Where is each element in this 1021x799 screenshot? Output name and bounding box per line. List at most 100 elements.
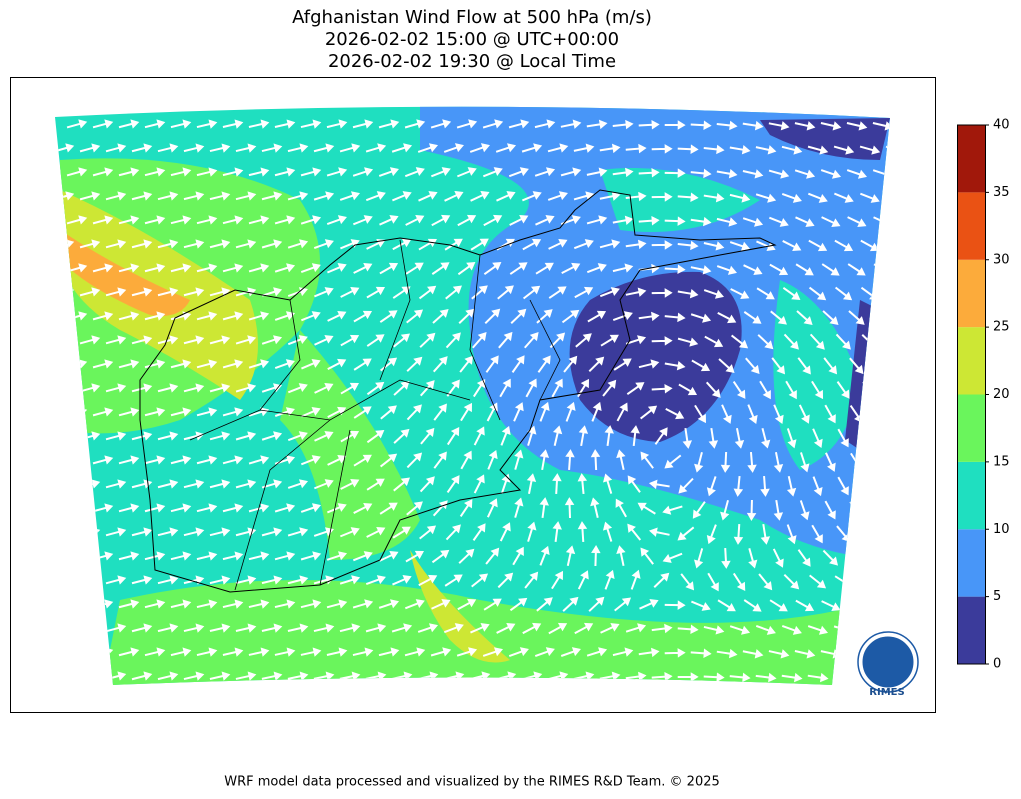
wind-arrow bbox=[366, 381, 385, 396]
wind-arrow bbox=[706, 476, 717, 497]
wind-arrow bbox=[431, 214, 451, 227]
wind-arrow bbox=[588, 596, 605, 612]
wind-arrow bbox=[209, 239, 231, 249]
wind-arrow bbox=[875, 405, 890, 423]
wind-arrow bbox=[482, 647, 504, 657]
wind-arrow bbox=[796, 310, 813, 325]
wind-arrow bbox=[393, 477, 410, 492]
wind-arrow bbox=[536, 309, 553, 324]
wind-arrow bbox=[898, 168, 918, 179]
wind-arrow bbox=[717, 599, 736, 612]
wind-arrow bbox=[768, 121, 790, 131]
wind-arrow bbox=[274, 455, 296, 465]
wind-arrow bbox=[591, 545, 601, 567]
wind-arrow bbox=[118, 599, 140, 609]
wind-arrow bbox=[886, 287, 890, 300]
wind-arrow bbox=[821, 263, 840, 276]
wind-arrow bbox=[578, 425, 589, 447]
wind-arrow bbox=[640, 547, 654, 565]
wind-arrow bbox=[682, 427, 693, 449]
wind-arrow bbox=[552, 521, 562, 543]
wind-arrow bbox=[586, 263, 607, 274]
wind-arrow bbox=[662, 552, 683, 563]
wind-arrow bbox=[511, 355, 525, 373]
wind-arrow bbox=[638, 120, 660, 130]
colorbar-tick-label: 40 bbox=[993, 118, 1010, 133]
wind-arrow bbox=[300, 263, 321, 274]
wind-arrow bbox=[444, 238, 463, 251]
wind-arrow bbox=[144, 455, 166, 465]
wind-arrow bbox=[131, 191, 153, 201]
wind-arrow bbox=[445, 524, 461, 541]
wind-arrow bbox=[55, 335, 75, 345]
wind-arrow bbox=[144, 359, 166, 369]
wind-arrow bbox=[458, 548, 475, 564]
wind-arrow bbox=[339, 191, 361, 201]
wind-arrow bbox=[508, 119, 530, 129]
wind-arrow bbox=[392, 238, 412, 251]
wind-arrow bbox=[638, 359, 660, 369]
wind-arrow bbox=[665, 407, 685, 420]
wind-arrow bbox=[562, 596, 579, 612]
wind-arrow bbox=[131, 143, 153, 153]
wind-arrow bbox=[664, 216, 686, 226]
wind-arrow bbox=[144, 551, 166, 561]
wind-arrow bbox=[587, 310, 607, 323]
wind-arrow bbox=[483, 598, 502, 611]
wind-arrow bbox=[521, 191, 542, 202]
wind-arrow bbox=[485, 547, 500, 565]
wind-arrow bbox=[654, 427, 668, 445]
colorbar-bin bbox=[957, 259, 985, 328]
wind-arrow bbox=[561, 309, 580, 324]
wind-arrow bbox=[625, 287, 647, 297]
wind-arrow bbox=[651, 288, 673, 298]
wind-arrow bbox=[118, 119, 140, 129]
wind-arrow bbox=[773, 499, 784, 521]
wind-arrow bbox=[392, 526, 411, 539]
wind-arrow bbox=[118, 263, 140, 273]
wind-arrow bbox=[66, 167, 88, 177]
wind-arrow bbox=[885, 192, 890, 203]
wind-arrow bbox=[616, 449, 626, 471]
wind-arrow bbox=[630, 569, 641, 590]
wind-field bbox=[55, 106, 918, 685]
wind-arrow bbox=[144, 647, 166, 657]
wind-arrow bbox=[131, 383, 153, 393]
wind-arrow bbox=[527, 425, 537, 446]
wind-arrow bbox=[565, 449, 575, 471]
wind-arrow bbox=[887, 334, 890, 349]
wind-arrow bbox=[898, 120, 918, 130]
wind-arrow bbox=[526, 473, 537, 495]
wind-arrow bbox=[797, 549, 811, 567]
wind-arrow bbox=[157, 191, 179, 201]
wind-arrow bbox=[497, 285, 514, 300]
wind-arrow bbox=[757, 334, 774, 350]
wind-arrow bbox=[366, 526, 386, 538]
wind-arrow bbox=[170, 407, 192, 417]
wind-arrow bbox=[235, 575, 257, 585]
wind-arrow bbox=[495, 143, 517, 153]
wind-arrow bbox=[602, 379, 617, 397]
wind-arrow bbox=[786, 428, 797, 449]
wind-arrow bbox=[66, 599, 88, 609]
wind-arrow bbox=[79, 191, 101, 201]
wind-arrow bbox=[248, 311, 270, 321]
wind-arrow bbox=[651, 144, 673, 154]
wind-arrow bbox=[419, 476, 435, 493]
wind-arrow bbox=[573, 239, 594, 250]
wind-arrow bbox=[418, 574, 438, 587]
wind-arrow bbox=[131, 431, 153, 441]
wind-arrow bbox=[651, 192, 673, 202]
wind-arrow bbox=[574, 286, 594, 299]
wind-arrow bbox=[522, 238, 542, 251]
wind-arrow bbox=[729, 241, 751, 251]
wind-arrow bbox=[457, 262, 476, 276]
wind-arrow bbox=[79, 527, 101, 537]
wind-arrow bbox=[812, 428, 823, 448]
wind-arrow bbox=[433, 451, 447, 469]
wind-arrow bbox=[326, 215, 347, 225]
wind-arrow bbox=[287, 671, 309, 681]
wind-arrow bbox=[574, 622, 594, 635]
wind-arrow bbox=[649, 527, 670, 537]
